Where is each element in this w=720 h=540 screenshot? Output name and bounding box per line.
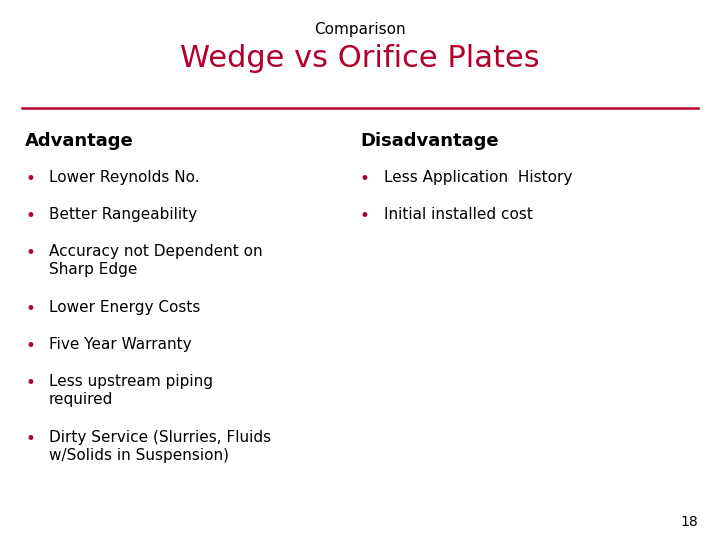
Text: •: • xyxy=(25,244,35,261)
Text: •: • xyxy=(25,170,35,188)
Text: Better Rangeability: Better Rangeability xyxy=(49,207,197,222)
Text: Less upstream piping
required: Less upstream piping required xyxy=(49,374,213,407)
Text: Dirty Service (Slurries, Fluids
w/Solids in Suspension): Dirty Service (Slurries, Fluids w/Solids… xyxy=(49,430,271,463)
Text: Initial installed cost: Initial installed cost xyxy=(384,207,533,222)
Text: •: • xyxy=(25,430,35,448)
Text: Advantage: Advantage xyxy=(25,132,134,150)
Text: Wedge vs Orifice Plates: Wedge vs Orifice Plates xyxy=(180,44,540,73)
Text: •: • xyxy=(25,207,35,225)
Text: 18: 18 xyxy=(680,515,698,529)
Text: Disadvantage: Disadvantage xyxy=(360,132,499,150)
Text: •: • xyxy=(25,300,35,318)
Text: Lower Reynolds No.: Lower Reynolds No. xyxy=(49,170,199,185)
Text: Less Application  History: Less Application History xyxy=(384,170,572,185)
Text: Comparison: Comparison xyxy=(314,22,406,37)
Text: Accuracy not Dependent on
Sharp Edge: Accuracy not Dependent on Sharp Edge xyxy=(49,244,263,276)
Text: •: • xyxy=(25,337,35,355)
Text: Lower Energy Costs: Lower Energy Costs xyxy=(49,300,200,315)
Text: Five Year Warranty: Five Year Warranty xyxy=(49,337,192,352)
Text: •: • xyxy=(360,207,370,225)
Text: •: • xyxy=(25,374,35,391)
Text: •: • xyxy=(360,170,370,188)
